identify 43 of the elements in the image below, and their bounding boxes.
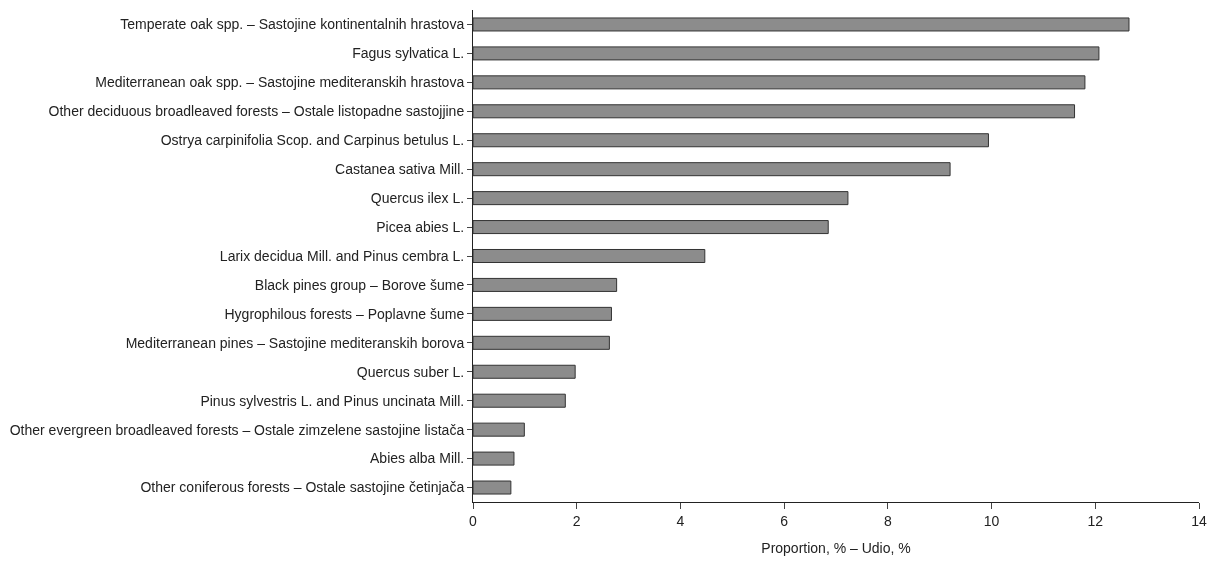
- y-tick-label: Temperate oak spp. – Sastojine kontinentalnih hrastova: [120, 16, 465, 33]
- y-tick-label: Quercus suber L.: [356, 363, 465, 380]
- bar: [473, 335, 610, 350]
- bar: [473, 46, 1100, 61]
- bar: [473, 17, 1130, 32]
- y-tick-label: Mediterranean oak spp. – Sastojine mediteranskih hrastova: [95, 74, 465, 91]
- y-tick-label: Mediterranean pines – Sastojine mediteranskih borova: [125, 334, 465, 351]
- bar: [473, 451, 515, 466]
- y-tick-label: Fagus sylvatica L.: [352, 45, 465, 62]
- bar: [473, 133, 989, 148]
- y-tick-label: Black pines group – Borove šume: [254, 276, 465, 293]
- bar: [473, 306, 612, 321]
- x-tick-label: 0: [469, 512, 478, 529]
- y-tick-label: Other deciduous broadleaved forests – Ostale listopadne sastojjine: [48, 103, 465, 120]
- x-tick-label: 10: [983, 512, 1000, 529]
- bar: [473, 220, 829, 235]
- bar: [473, 277, 618, 292]
- y-tick-label: Abies alba Mill.: [370, 450, 465, 467]
- bar: [473, 248, 706, 264]
- y-tick-label: Other evergreen broadleaved forests – Ostale zimzelene sastojine listača: [9, 421, 465, 438]
- bar: [473, 104, 1076, 119]
- bar: [473, 191, 849, 206]
- x-tick-label: 14: [1191, 512, 1207, 529]
- y-tick-label: Other coniferous forests – Ostale sastojine četinjača: [140, 479, 465, 496]
- y-tick-label: Castanea sativa Mill.: [335, 161, 465, 178]
- y-tick-label: Pinus sylvestris L. and Pinus uncinata Mill.: [200, 392, 465, 409]
- x-tick-label: 2: [572, 512, 581, 529]
- x-tick-label: 8: [883, 512, 892, 529]
- y-tick-label: Picea abies L.: [376, 218, 465, 235]
- bar: [473, 393, 566, 408]
- bar: [473, 480, 512, 495]
- bar: [473, 162, 951, 177]
- bar: [473, 422, 525, 437]
- bar: [473, 75, 1086, 90]
- x-tick-label: 12: [1087, 512, 1104, 529]
- y-tick-label: Ostrya carpinifolia Scop. and Carpinus betulus L.: [160, 132, 465, 149]
- x-tick-label: 6: [780, 512, 789, 529]
- y-tick-label: Hygrophilous forests – Poplavne šume: [224, 305, 465, 322]
- y-tick-label: Quercus ilex L.: [370, 190, 465, 207]
- x-tick-label: 4: [676, 512, 685, 529]
- bar: [473, 364, 576, 379]
- y-tick-label: Larix decidua Mill. and Pinus cembra L.: [219, 247, 465, 264]
- x-axis-title: Proportion, % – Udio, %: [761, 540, 911, 557]
